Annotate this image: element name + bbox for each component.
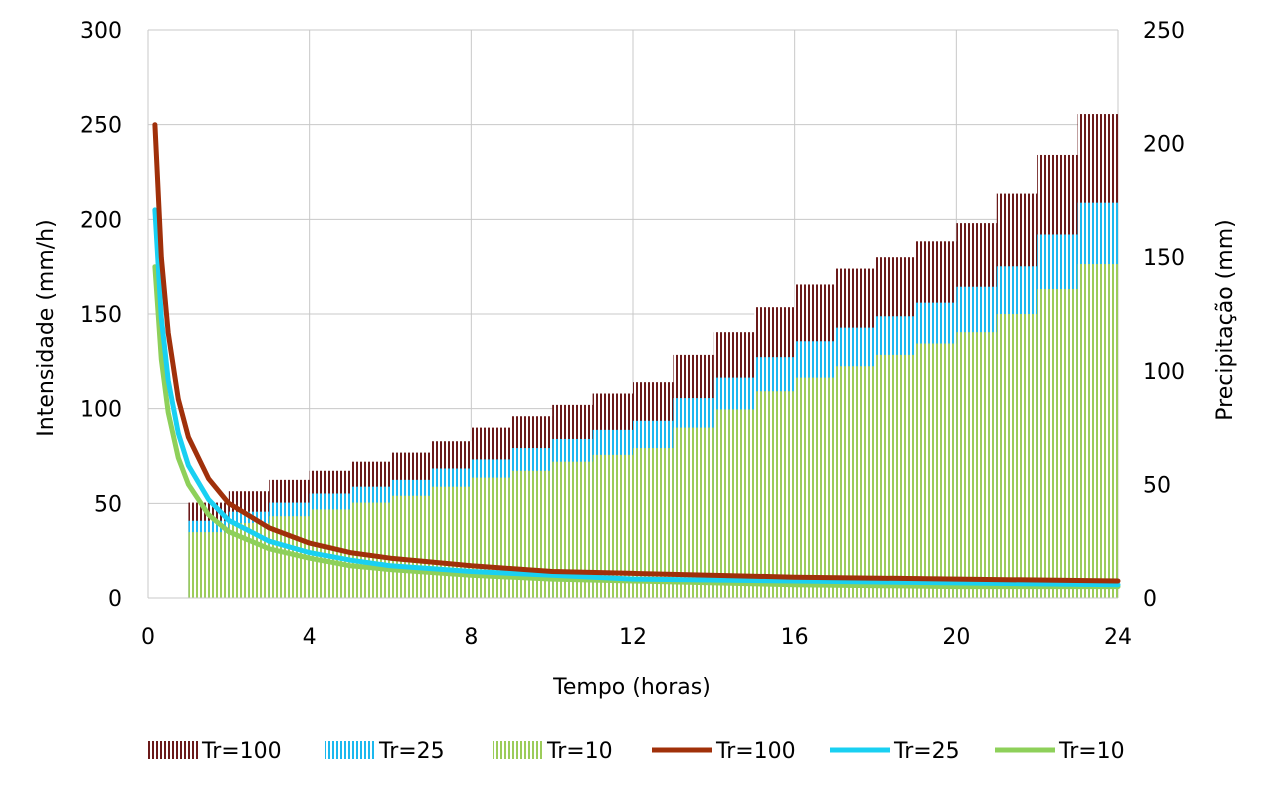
precip-bar-Tr10 <box>794 377 836 598</box>
precip-bar-Tr10 <box>875 354 916 598</box>
legend: Tr=100 Tr=25 Tr=10 Tr=100 Tr=25 Tr=10 <box>148 739 1125 764</box>
legend-swatch-bar <box>148 741 198 759</box>
y-left-tick-label: 300 <box>80 19 122 44</box>
y-left-tick-label: 250 <box>80 114 122 139</box>
precip-bar-Tr10 <box>956 332 997 598</box>
precip-bar-Tr10 <box>188 532 229 598</box>
legend-label: Tr=10 <box>546 739 613 764</box>
x-tick-label: 8 <box>464 625 478 650</box>
x-tick-label: 0 <box>141 625 155 650</box>
intensity-line-Tr100 <box>152 122 1121 584</box>
precip-bar-Tr10 <box>471 477 512 598</box>
y-left-axis-title: Intensidade (mm/h) <box>34 219 59 436</box>
legend-label: Tr=100 <box>715 739 796 764</box>
y-left-tick-label: 200 <box>80 208 122 233</box>
precip-bar-Tr10 <box>713 409 755 598</box>
precip-bar-Tr10 <box>430 486 472 598</box>
y-right-tick-label: 0 <box>1143 587 1157 612</box>
y-right-tick-label: 200 <box>1143 133 1185 158</box>
x-axis-title: Tempo (horas) <box>552 675 711 700</box>
line-series-group <box>152 122 1121 590</box>
precip-bar-Tr10 <box>754 391 795 598</box>
y-right-axis-title: Precipitação (mm) <box>1213 219 1238 420</box>
y-left-tick-label: 0 <box>108 587 122 612</box>
y-left-tick-label: 100 <box>80 398 122 423</box>
precip-bar-Tr10 <box>835 366 876 598</box>
axes: 0 4 8 12 16 20 24 0 50 100 150 200 250 300 0 50 100 150 20… <box>80 19 1185 650</box>
legend-label: Tr=25 <box>893 739 960 764</box>
y-left-tick-label: 50 <box>94 492 122 517</box>
precip-bar-Tr10 <box>996 314 1038 598</box>
legend-swatch-bar <box>493 741 543 759</box>
y-right-tick-label: 150 <box>1143 246 1185 271</box>
x-tick-label: 12 <box>619 625 647 650</box>
x-tick-label: 16 <box>781 625 809 650</box>
y-left-tick-label: 150 <box>80 303 122 328</box>
y-right-tick-label: 50 <box>1143 473 1171 498</box>
x-tick-label: 20 <box>942 625 970 650</box>
y-right-tick-label: 100 <box>1143 360 1185 385</box>
x-tick-label: 4 <box>303 625 317 650</box>
precip-bar-Tr10 <box>1037 289 1078 598</box>
legend-label: Tr=10 <box>1058 739 1125 764</box>
legend-label: Tr=100 <box>201 739 282 764</box>
precip-bar-Tr10 <box>1077 264 1118 598</box>
legend-label: Tr=25 <box>378 739 445 764</box>
precip-bar-Tr10 <box>673 427 714 598</box>
precip-bar-Tr10 <box>915 343 957 598</box>
bar-series-group <box>188 114 1118 599</box>
intensity-line-Tr25 <box>152 207 1121 588</box>
legend-swatch-bar <box>325 741 375 759</box>
y-right-tick-label: 250 <box>1143 19 1185 44</box>
x-tick-label: 24 <box>1104 625 1132 650</box>
precip-bar-Tr10 <box>350 502 391 598</box>
precip-bar-Tr10 <box>390 495 431 598</box>
